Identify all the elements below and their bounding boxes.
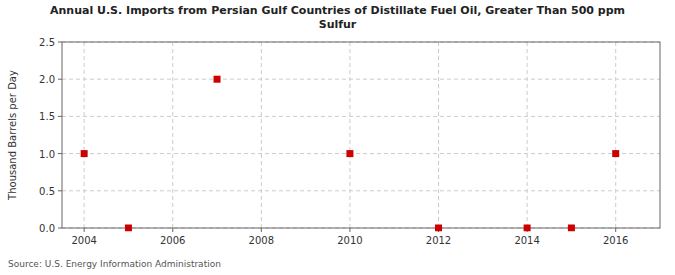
point bbox=[524, 225, 531, 232]
source: Source: U.S. Energy Information Administ… bbox=[8, 259, 221, 269]
y-tick bbox=[58, 153, 62, 154]
x-tick bbox=[261, 228, 262, 232]
point bbox=[612, 150, 619, 157]
points bbox=[81, 76, 620, 232]
x-tick-label: 2004 bbox=[71, 235, 96, 246]
x-tick bbox=[172, 228, 173, 232]
chart: Annual U.S. Imports from Persian Gulf Co… bbox=[0, 0, 675, 275]
axes: 0.0 0.5 1.0 1.5 2.0 2.5 2004 2006 2008 2010 2012 20… bbox=[39, 37, 628, 246]
y-tick-label: 0.5 bbox=[39, 186, 55, 197]
title-line: Sulfur bbox=[319, 18, 357, 31]
y-tick-label: 1.5 bbox=[39, 111, 55, 122]
x-grid-line bbox=[261, 42, 262, 228]
plot-frame bbox=[62, 42, 660, 228]
y-tick bbox=[58, 116, 62, 117]
x-tick-label: 2014 bbox=[514, 235, 539, 246]
y-axis-label: Thousand Barrels per Day bbox=[7, 70, 18, 201]
y-tick bbox=[58, 42, 62, 43]
point bbox=[214, 76, 221, 83]
y-grid-line bbox=[62, 190, 660, 191]
point bbox=[346, 150, 353, 157]
y-tick-label: 2.5 bbox=[39, 37, 55, 48]
x-tick-label: 2016 bbox=[603, 235, 628, 246]
x-tick-label: 2008 bbox=[249, 235, 274, 246]
title-line: Annual U.S. Imports from Persian Gulf Co… bbox=[50, 4, 625, 17]
y-tick bbox=[58, 190, 62, 191]
grid bbox=[62, 42, 660, 228]
y-tick bbox=[58, 79, 62, 80]
point bbox=[568, 225, 575, 232]
x-grid-line bbox=[438, 42, 439, 228]
x-tick bbox=[84, 228, 85, 232]
point bbox=[81, 150, 88, 157]
x-tick bbox=[349, 228, 350, 232]
x-grid-line bbox=[172, 42, 173, 228]
y-tick-label: 2.0 bbox=[39, 74, 55, 85]
point bbox=[125, 225, 132, 232]
x-tick-label: 2006 bbox=[160, 235, 185, 246]
y-grid-line bbox=[62, 153, 660, 154]
y-tick-label: 0.0 bbox=[39, 223, 55, 234]
title: Annual U.S. Imports from Persian Gulf Co… bbox=[50, 4, 625, 31]
x-tick bbox=[615, 228, 616, 232]
x-grid-line bbox=[84, 42, 85, 228]
y-tick bbox=[58, 228, 62, 229]
point bbox=[435, 225, 442, 232]
y-grid-line bbox=[62, 116, 660, 117]
x-tick-label: 2012 bbox=[426, 235, 451, 246]
x-grid-line bbox=[349, 42, 350, 228]
y-tick-label: 1.0 bbox=[39, 149, 55, 160]
x-grid-line bbox=[527, 42, 528, 228]
y-grid-line bbox=[62, 79, 660, 80]
plot-area bbox=[62, 42, 660, 228]
x-tick-label: 2010 bbox=[337, 235, 362, 246]
x-grid-line bbox=[615, 42, 616, 228]
